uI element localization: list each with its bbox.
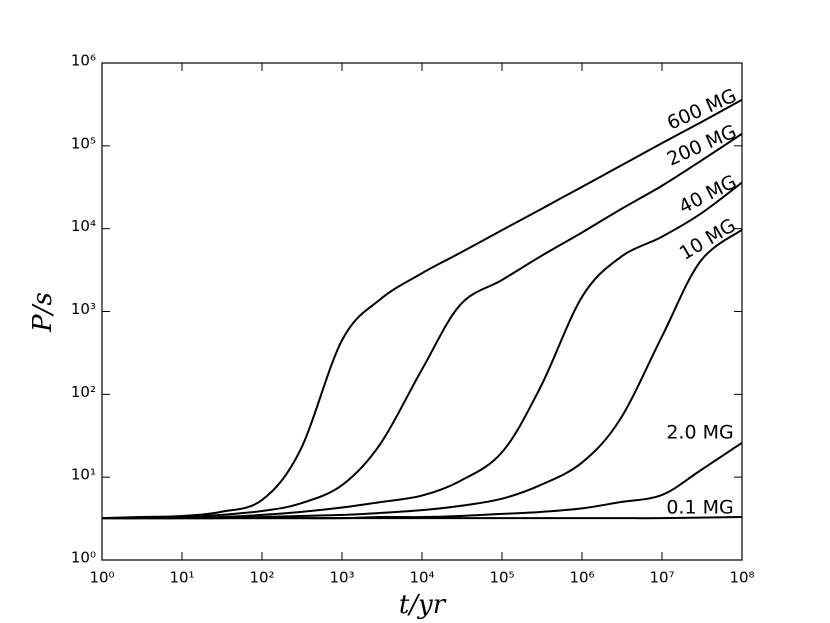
y-tick-label: 10⁶	[71, 52, 96, 70]
series-label: 0.1 MG	[666, 497, 733, 519]
series-label: 40 MG	[675, 171, 740, 218]
y-tick-label: 10⁰	[71, 549, 96, 567]
series-line	[101, 132, 743, 520]
y-tick-label: 10⁵	[71, 134, 96, 152]
x-tick-label: 10³	[329, 569, 354, 587]
series-line	[102, 516, 743, 520]
y-axis-label: P/s	[28, 292, 58, 333]
x-tick-label: 10⁷	[649, 569, 674, 587]
series-line	[102, 441, 743, 520]
x-tick-label: 10²	[249, 569, 274, 587]
x-tick-label: 10¹	[169, 569, 194, 587]
x-axis-label: t/yr	[399, 590, 447, 620]
plot-frame	[101, 62, 743, 561]
x-tick-label: 10⁰	[89, 569, 114, 587]
x-tick-label: 10⁸	[729, 569, 754, 587]
series-line	[101, 98, 743, 520]
x-tick-label: 10⁴	[409, 569, 434, 587]
x-tick-label: 10⁵	[489, 569, 514, 587]
series-label: 2.0 MG	[666, 422, 733, 444]
series-line	[102, 181, 743, 520]
series-label: 10 MG	[676, 214, 740, 264]
x-tick-label: 10⁶	[569, 569, 594, 587]
y-tick-label: 10³	[71, 300, 96, 318]
y-tick-label: 10²	[71, 383, 96, 401]
y-tick-label: 10⁴	[71, 217, 96, 235]
y-tick-label: 10¹	[71, 466, 96, 484]
